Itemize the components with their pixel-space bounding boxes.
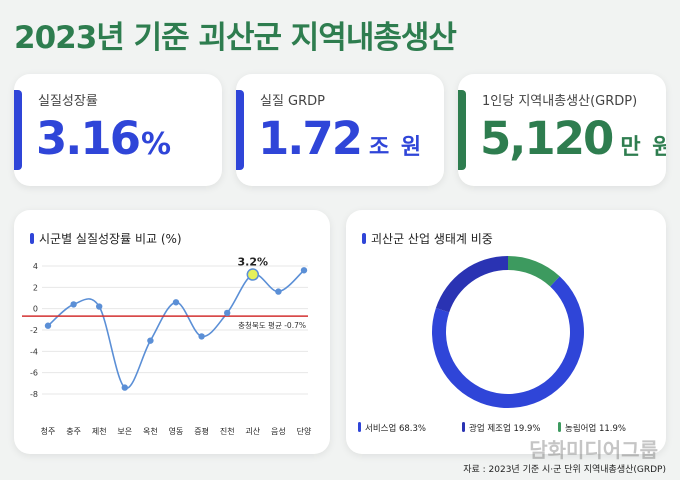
y-tick-label: -4: [30, 347, 38, 356]
highlight-label: 3.2%: [238, 256, 269, 269]
y-tick-label: 4: [33, 262, 38, 271]
x-tick-label: 제천: [92, 426, 107, 436]
title-marker: [362, 233, 366, 244]
real-grdp-number: 1.72: [258, 112, 363, 165]
card-accent-bar: [14, 90, 22, 170]
donut-slice: [508, 256, 560, 287]
data-point: [70, 301, 77, 308]
industry-share-donut-panel: 괴산군 산업 생태계 비중 서비스업 68.3% 광업 제조업 19.9% 농림어업…: [346, 210, 666, 454]
real-grdp-unit: 조 원: [369, 135, 424, 160]
y-tick-label: -6: [30, 369, 38, 378]
per-capita-grdp-number: 5,120: [480, 112, 614, 165]
donut-chart-title: 괴산군 산업 생태계 비중: [362, 230, 493, 247]
real-grdp-label: 실질 GRDP: [260, 94, 326, 109]
page-title: 2023년 기준 괴산군 지역내총생산: [14, 20, 457, 56]
donut-slice: [432, 276, 584, 408]
source-note: 자료 : 2023년 기준 시·군 단위 지역내총생산(GRDP): [463, 465, 666, 475]
donut-chart-title-text: 괴산군 산업 생태계 비중: [371, 232, 493, 246]
highlight-point: [246, 268, 260, 281]
data-point: [224, 309, 231, 317]
x-tick-label: 괴산: [245, 426, 260, 436]
data-point: [96, 303, 103, 310]
x-tick-label: 영동: [169, 426, 184, 436]
x-tick-label: 음성: [271, 427, 286, 436]
per-capita-grdp-value: 5,120 만 원: [480, 112, 666, 165]
per-capita-grdp-unit: 만 원: [620, 135, 666, 160]
card-accent-bar: [236, 90, 244, 170]
legend-label: 농림어업 11.9%: [565, 423, 626, 434]
data-point: [198, 333, 205, 340]
data-point: [300, 267, 308, 274]
title-marker: [30, 233, 34, 244]
y-tick-label: -2: [30, 326, 38, 335]
x-tick-label: 청주: [41, 427, 56, 436]
line-chart-title: 시군별 실질성장률 비교 (%): [30, 230, 182, 247]
legend-swatch: [558, 422, 561, 432]
x-tick-label: 충주: [66, 427, 81, 436]
legend-swatch: [462, 422, 465, 432]
x-tick-label: 보은: [117, 427, 132, 436]
data-point: [275, 288, 282, 295]
data-point: [121, 384, 128, 391]
data-point: [44, 322, 52, 329]
line-chart-title-text: 시군별 실질성장률 비교 (%): [39, 232, 182, 246]
x-tick-label: 옥천: [143, 426, 158, 436]
card-accent-bar: [458, 90, 466, 170]
growth-rate-card: 실질성장률 3.16%: [14, 74, 222, 186]
real-grdp-value: 1.72 조 원: [258, 112, 423, 165]
growth-rate-line-chart: 4 2 0 -2 -4 -6 -8 충청북도 평균 -0.7% 3.2% 청주 충주 제천 보은 옥천 영동…: [22, 256, 312, 436]
x-tick-label: 증평: [194, 426, 209, 436]
y-tick-label: 0: [33, 305, 38, 314]
per-capita-grdp-card: 1인당 지역내총생산(GRDP) 5,120 만 원: [458, 74, 666, 186]
y-tick-label: 2: [33, 283, 38, 292]
legend-label: 서비스업 68.3%: [365, 424, 426, 434]
legend-swatch: [358, 422, 361, 432]
y-tick-label: -8: [30, 390, 38, 399]
growth-rate-line-chart-panel: 시군별 실질성장률 비교 (%) 4 2 0 -2 -4 -6 -8 충청북도 평균 -0.7…: [14, 210, 330, 454]
growth-rate-number: 3.16: [36, 112, 141, 165]
growth-rate-unit: %: [141, 127, 172, 162]
per-capita-grdp-label: 1인당 지역내총생산(GRDP): [482, 94, 638, 109]
data-point: [172, 299, 180, 306]
donut-slice: [435, 256, 508, 313]
watermark: 담화미디어그룹: [529, 438, 658, 462]
growth-rate-value: 3.16%: [36, 112, 171, 165]
growth-rate-label: 실질성장률: [38, 94, 98, 109]
real-grdp-card: 실질 GRDP 1.72 조 원: [236, 74, 444, 186]
data-point: [147, 337, 154, 344]
x-tick-label: 진천: [220, 426, 235, 436]
legend-label: 광업 제조업 19.9%: [469, 423, 541, 434]
industry-share-donut-chart: 서비스업 68.3% 광업 제조업 19.9% 농림어업 11.9%: [358, 256, 626, 434]
average-reference-label: 충청북도 평균 -0.7%: [238, 320, 306, 330]
x-tick-label: 단양: [297, 426, 312, 436]
